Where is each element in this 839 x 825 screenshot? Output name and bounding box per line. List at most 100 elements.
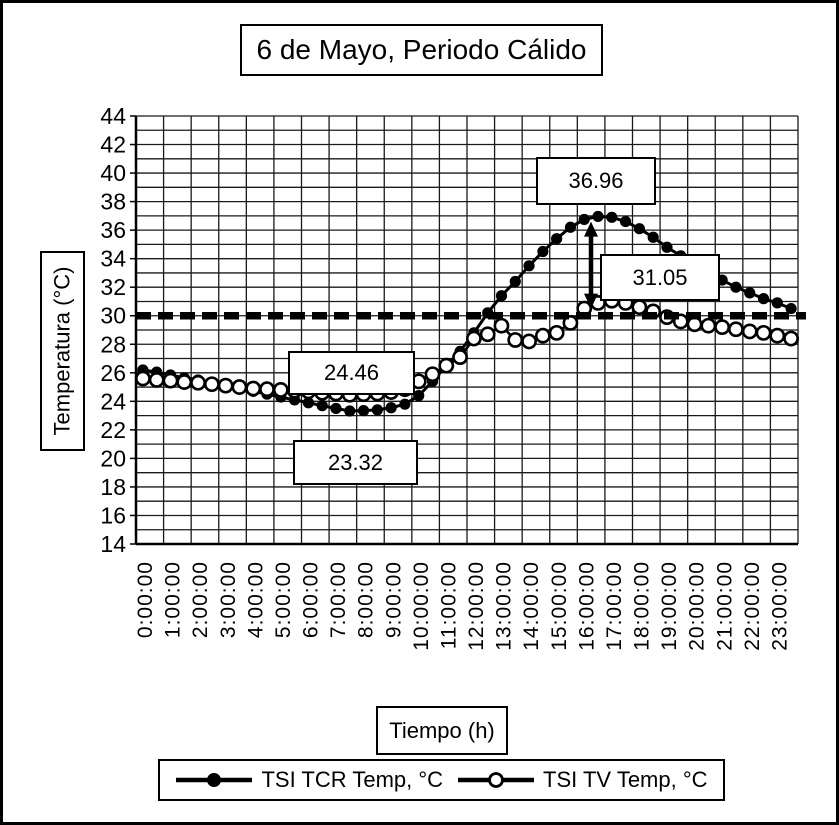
y-tick-label: 32 [100,274,126,300]
marker-open-circle [465,330,482,347]
marker-filled-circle [413,390,425,402]
marker-filled-circle [744,287,756,299]
x-tick-label: 1:00:00 [162,561,185,638]
legend-marker-filled-circle [176,773,253,787]
legend-label-tcr: TSI TCR Temp, °C [261,767,444,792]
y-tick-label: 44 [100,103,126,129]
marker-open-circle [162,372,179,389]
legend-marker-open-circle [458,772,535,788]
marker-filled-circle [399,398,411,410]
marker-open-circle [521,333,537,350]
y-tick-label: 14 [100,531,126,557]
difference-arrow-head-up [584,221,598,237]
marker-open-circle [534,327,551,344]
marker-open-circle [190,374,206,391]
y-tick-label: 26 [100,360,126,386]
legend-item-tcr: TSI TCR Temp, °C [175,767,443,793]
x-tick-label: 22:00:00 [741,561,764,651]
x-tick-label: 12:00:00 [465,561,488,651]
y-tick-label: 20 [100,445,126,471]
legend: TSI TCR Temp, °C TSI TV Temp, °C [158,759,725,801]
x-tick-label: 19:00:00 [658,561,681,651]
marker-filled-circle [606,211,618,223]
marker-open-circle [259,381,275,398]
marker-filled-circle [578,213,590,226]
x-tick-label: 21:00:00 [713,561,736,651]
marker-filled-circle [509,275,521,288]
x-tick-label: 2:00:00 [189,561,212,638]
marker-filled-circle [495,290,508,302]
marker-open-circle [700,317,717,334]
marker-open-circle [148,372,165,388]
y-tick-label: 16 [100,502,126,528]
marker-filled-circle [302,397,314,409]
marker-filled-circle [537,245,549,258]
marker-filled-circle [330,402,342,415]
marker-filled-circle [757,293,770,305]
y-tick-label: 28 [100,331,126,357]
marker-filled-circle [771,297,783,309]
x-tick-label: 6:00:00 [300,561,323,638]
marker-filled-circle [385,402,397,414]
y-tick-label: 30 [100,303,126,329]
marker-filled-circle [647,231,659,243]
marker-open-circle [714,319,731,336]
x-tick-label: 11:00:00 [437,561,460,649]
marker-filled-circle [551,233,563,245]
x-tick-label: 17:00:00 [603,561,626,651]
marker-open-circle [755,324,772,341]
x-axis-title-box: Tiempo (h) [376,706,508,755]
marker-open-circle [217,377,234,394]
x-tick-label: 13:00:00 [493,561,516,651]
marker-open-circle [728,321,744,338]
marker-open-circle [507,332,524,348]
annotation-min-tv-value: 24.46 [323,360,380,385]
marker-open-circle [783,330,800,347]
x-tick-label: 7:00:00 [327,561,350,638]
annotation-min-tcr-value: 23.32 [327,449,384,475]
marker-open-circle [562,314,579,331]
marker-filled-circle [523,260,535,272]
x-axis-title: Tiempo (h) [389,717,495,743]
x-tick-label: 9:00:00 [382,561,405,638]
annotation-max-tv-value: 31.05 [632,264,688,290]
marker-open-circle [424,366,441,383]
y-tick-label: 42 [100,132,126,158]
marker-filled-circle [344,405,356,417]
marker-open-circle [245,380,262,397]
marker-filled-circle [661,241,673,253]
marker-open-circle [231,379,248,395]
annotation-min-tv: 24.46 [288,351,415,395]
marker-filled-circle [633,223,645,235]
marker-filled-circle [592,210,604,223]
marker-filled-circle [316,400,328,412]
chart-title: 6 de Mayo, Periodo Cálido [256,34,587,65]
x-tick-label: 18:00:00 [631,561,654,651]
marker-filled-circle [371,404,383,416]
marker-open-circle [631,299,648,316]
marker-filled-circle [357,405,370,417]
x-tick-label: 8:00:00 [355,561,378,638]
marker-filled-circle [564,221,577,233]
y-axis-title: Temperatura (°C) [49,266,75,436]
y-tick-label: 40 [100,160,126,186]
marker-open-circle [493,317,510,334]
marker-open-circle [452,349,469,366]
x-tick-label: 5:00:00 [272,561,295,638]
legend-label-tv: TSI TV Temp, °C [543,767,708,792]
marker-open-circle [769,327,786,344]
marker-open-circle [438,357,455,374]
y-tick-label: 18 [100,474,126,500]
marker-open-circle [176,374,193,390]
x-tick-label: 23:00:00 [768,561,791,651]
marker-open-circle [272,382,289,398]
x-tick-label: 15:00:00 [548,561,571,651]
y-axis-title-box: Temperatura (°C) [40,251,85,451]
marker-filled-circle [620,215,632,228]
y-tick-label: 22 [100,417,126,443]
annotation-max-tv: 31.05 [600,254,720,301]
marker-open-circle [134,370,151,387]
annotation-max-tcr-value: 36.96 [568,168,624,193]
